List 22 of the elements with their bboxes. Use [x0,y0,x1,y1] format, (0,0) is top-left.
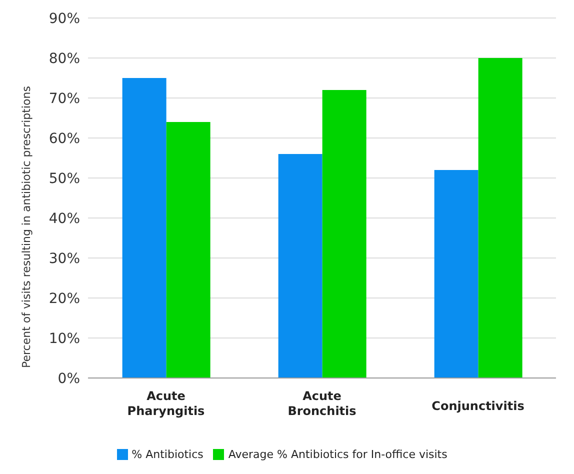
bar [166,122,210,378]
y-tick-label: 90% [48,10,80,27]
y-axis-title: Percent of visits resulting in antibiotic prescriptions [20,86,33,368]
y-tick-label: 20% [48,290,80,307]
y-tick-label: 30% [48,250,80,267]
bar [478,58,522,378]
y-tick-label: 10% [48,330,80,347]
x-tick-label: Acute Pharyngitis [127,389,205,418]
x-tick-label: Acute Bronchitis [288,389,356,418]
y-tick-label: 70% [48,90,80,107]
y-tick-label: 0% [58,370,80,387]
legend-label: % Antibiotics [132,448,204,461]
y-tick-label: 40% [48,210,80,227]
y-tick-label: 80% [48,50,80,67]
bar [322,90,366,378]
x-tick-label: Conjunctivitis [432,399,524,413]
y-tick-label: 50% [48,170,80,187]
bar [434,170,478,378]
bar [122,78,166,378]
y-tick-label: 60% [48,130,80,147]
bar [278,154,322,378]
legend-label: Average % Antibiotics for In-office visits [228,448,448,461]
